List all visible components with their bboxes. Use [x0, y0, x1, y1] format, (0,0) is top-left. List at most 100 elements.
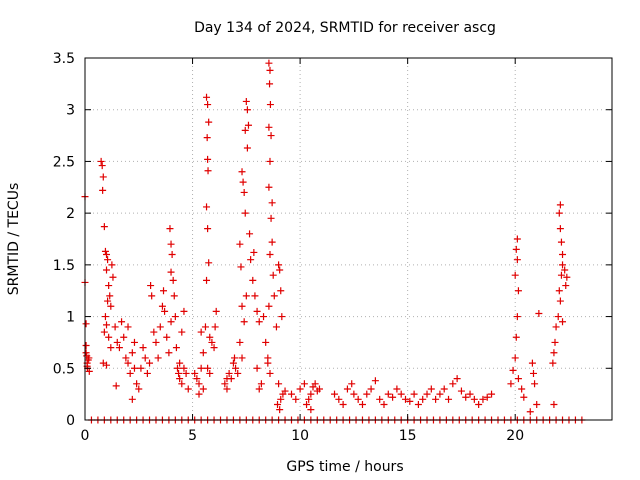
data-point	[335, 395, 343, 403]
data-point	[488, 390, 496, 398]
data-point	[113, 338, 121, 346]
data-point	[199, 385, 207, 393]
data-point	[276, 406, 284, 414]
data-point	[203, 276, 211, 284]
data-point	[204, 364, 212, 372]
data-point	[550, 349, 558, 357]
data-point	[270, 292, 278, 300]
data-point	[513, 313, 521, 321]
data-point	[267, 132, 275, 140]
data-point	[234, 369, 242, 377]
data-point	[457, 387, 465, 395]
data-point	[511, 271, 519, 279]
data-point	[275, 261, 283, 269]
data-point	[152, 338, 160, 346]
data-point	[242, 97, 250, 105]
data-point	[208, 338, 216, 346]
data-point	[549, 359, 557, 367]
data-point	[126, 369, 134, 377]
data-point	[172, 344, 180, 352]
data-point	[240, 188, 248, 196]
data-point	[423, 390, 431, 398]
data-point	[266, 80, 274, 88]
data-point	[100, 223, 108, 231]
data-point	[211, 323, 219, 331]
data-point	[339, 400, 347, 408]
data-point	[240, 318, 248, 326]
data-point	[130, 338, 138, 346]
data-point	[120, 333, 128, 341]
data-point	[559, 318, 567, 326]
data-point	[410, 390, 418, 398]
data-point	[243, 144, 251, 152]
data-point	[191, 369, 199, 377]
x-axis-label: GPS time / hours	[286, 459, 403, 475]
data-point	[170, 292, 178, 300]
data-point	[555, 209, 563, 217]
data-point	[470, 395, 478, 403]
data-point	[167, 240, 175, 248]
data-point	[180, 364, 188, 372]
data-point	[158, 302, 166, 310]
data-point	[529, 369, 537, 377]
data-point	[350, 390, 358, 398]
data-point	[184, 385, 192, 393]
chart-title: Day 134 of 2024, SRMTID for receiver asc…	[194, 20, 496, 36]
data-point	[100, 328, 108, 336]
data-point	[367, 385, 375, 393]
data-point	[204, 167, 212, 175]
data-point	[384, 390, 392, 398]
data-point	[241, 209, 249, 217]
data-point	[445, 395, 453, 403]
data-point	[146, 359, 154, 367]
data-point	[260, 313, 268, 321]
data-point	[168, 251, 176, 259]
data-point	[118, 318, 126, 326]
data-point	[266, 369, 274, 377]
data-point	[513, 235, 521, 243]
data-point	[514, 287, 522, 295]
data-point	[180, 307, 188, 315]
data-point	[195, 390, 203, 398]
data-point	[199, 349, 207, 357]
data-point	[204, 225, 212, 233]
data-point	[528, 359, 536, 367]
data-point	[520, 393, 528, 401]
data-point	[223, 385, 231, 393]
data-point	[363, 390, 371, 398]
data-point	[552, 323, 560, 331]
data-point	[265, 183, 273, 191]
data-point	[266, 101, 274, 109]
x-tick-label: 20	[506, 428, 524, 444]
data-point	[229, 359, 237, 367]
data-point	[203, 203, 211, 211]
data-point	[237, 263, 245, 271]
y-tick-label: 0	[66, 413, 75, 429]
data-point	[265, 59, 273, 67]
data-point	[82, 342, 90, 350]
data-point	[514, 375, 522, 383]
data-point	[97, 157, 105, 165]
data-point	[462, 393, 470, 401]
data-point	[115, 344, 123, 352]
x-tick-labels: 0 5 10 15 20	[81, 428, 525, 444]
data-point	[559, 261, 567, 269]
data-point	[143, 369, 151, 377]
data-point	[376, 395, 384, 403]
data-point	[440, 385, 448, 393]
data-point	[206, 333, 214, 341]
data-point	[103, 266, 111, 274]
data-point	[105, 333, 113, 341]
data-point	[203, 134, 211, 142]
data-point	[249, 276, 257, 284]
data-point	[397, 390, 405, 398]
data-point	[277, 287, 285, 295]
data-point	[380, 400, 388, 408]
data-point	[197, 328, 205, 336]
data-point	[307, 406, 315, 414]
data-point	[343, 385, 351, 393]
data-point	[331, 390, 339, 398]
data-point	[509, 366, 517, 374]
data-point	[453, 375, 461, 383]
data-point	[511, 354, 519, 362]
